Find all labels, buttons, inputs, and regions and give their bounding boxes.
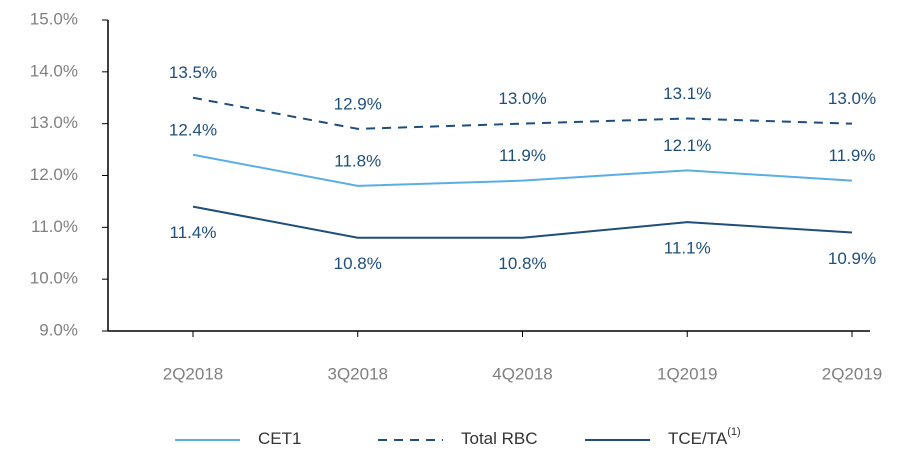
series-line bbox=[192, 153, 853, 187]
data-label: 11.1% bbox=[664, 239, 711, 258]
y-tick-label: 10.0% bbox=[30, 269, 78, 288]
legend-name: CET1 bbox=[258, 429, 301, 448]
y-tick-label: 14.0% bbox=[30, 61, 78, 80]
data-label: 12.9% bbox=[334, 94, 382, 113]
data-label: 11.9% bbox=[499, 146, 546, 165]
footnote-marker: (1) bbox=[727, 426, 740, 438]
legend-label: TCE/TA(1) bbox=[668, 426, 741, 449]
legend-name: Total RBC bbox=[461, 429, 538, 448]
data-label: 10.8% bbox=[334, 254, 382, 273]
legend-name: TCE/TA bbox=[668, 429, 728, 448]
data-label: 13.1% bbox=[663, 84, 711, 103]
x-tick-label: 3Q2018 bbox=[328, 364, 389, 383]
legend-label: Total RBC bbox=[461, 429, 538, 448]
x-tick-label: 2Q2019 bbox=[822, 364, 883, 383]
data-label: 10.9% bbox=[828, 249, 876, 268]
series-line bbox=[192, 96, 853, 130]
x-tick-label: 4Q2018 bbox=[492, 364, 553, 383]
legend-label: CET1 bbox=[258, 429, 301, 448]
data-label: 11.4% bbox=[170, 223, 217, 242]
y-tick-label: 11.0% bbox=[31, 217, 78, 236]
data-label: 11.8% bbox=[334, 151, 381, 170]
y-tick-label: 12.0% bbox=[30, 165, 78, 184]
x-tick-label: 1Q2019 bbox=[657, 364, 718, 383]
x-tick-label: 2Q2018 bbox=[163, 364, 224, 383]
data-label: 13.5% bbox=[169, 63, 217, 82]
data-label: 12.1% bbox=[663, 136, 711, 155]
data-label: 10.8% bbox=[498, 254, 546, 273]
y-tick-label: 9.0% bbox=[39, 320, 78, 339]
series-line bbox=[192, 205, 853, 239]
y-tick-label: 13.0% bbox=[30, 113, 78, 132]
y-tick-label: 15.0% bbox=[30, 9, 78, 28]
data-label: 11.9% bbox=[829, 146, 876, 165]
data-label: 13.0% bbox=[498, 89, 546, 108]
data-label: 13.0% bbox=[828, 89, 876, 108]
data-label: 12.4% bbox=[169, 120, 217, 139]
